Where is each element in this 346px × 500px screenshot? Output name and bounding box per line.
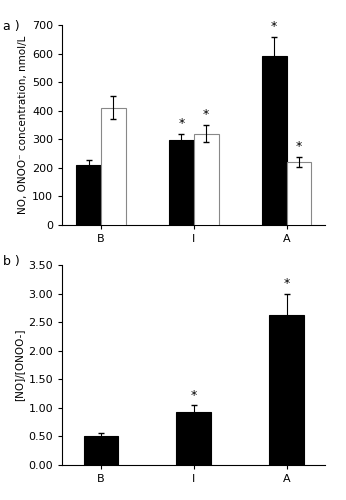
- Bar: [83, 436, 118, 465]
- Text: *: *: [283, 277, 290, 290]
- Bar: [269, 314, 304, 465]
- Text: b ): b ): [3, 255, 20, 268]
- Text: *: *: [296, 140, 302, 152]
- Text: *: *: [191, 388, 197, 402]
- Y-axis label: NO, ONOO⁻ concentration, nmol/L: NO, ONOO⁻ concentration, nmol/L: [18, 36, 28, 214]
- Text: *: *: [178, 117, 184, 130]
- Bar: [194, 134, 219, 225]
- Bar: [101, 108, 126, 225]
- Bar: [169, 140, 194, 225]
- Bar: [176, 412, 211, 465]
- Text: a ): a ): [3, 20, 20, 33]
- Text: *: *: [203, 108, 209, 120]
- Bar: [286, 162, 311, 225]
- Y-axis label: [NO]/[ONOO-]: [NO]/[ONOO-]: [14, 329, 24, 401]
- Text: *: *: [271, 20, 277, 33]
- Bar: [262, 56, 286, 225]
- Bar: [76, 165, 101, 225]
